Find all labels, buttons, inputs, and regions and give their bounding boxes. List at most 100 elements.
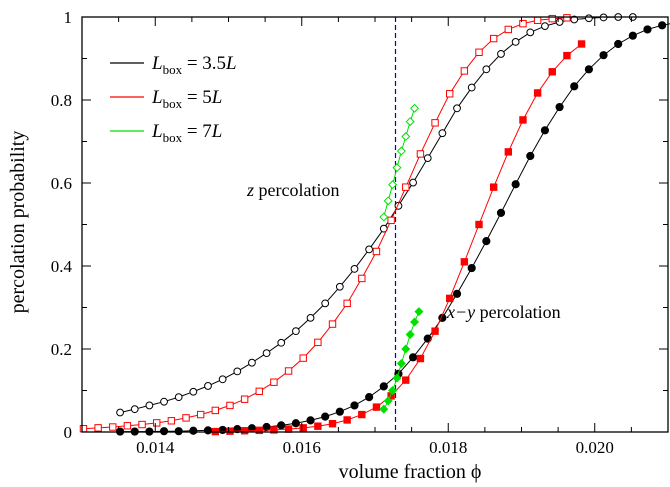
data-point	[563, 14, 571, 22]
data-point	[438, 129, 447, 138]
data-point	[519, 116, 527, 124]
series-line	[83, 17, 567, 430]
series-5	[379, 307, 424, 414]
data-point	[123, 422, 132, 430]
data-point	[526, 28, 535, 37]
series-annotation: x−y percolation	[446, 302, 561, 322]
data-point	[460, 67, 469, 75]
data-point	[328, 420, 337, 428]
data-point	[174, 427, 183, 436]
data-point	[211, 406, 220, 415]
data-point	[270, 426, 278, 434]
data-point	[410, 317, 420, 327]
data-point	[189, 387, 198, 396]
data-point	[511, 180, 520, 189]
data-point	[431, 327, 439, 335]
data-point	[658, 21, 667, 30]
data-point	[358, 274, 366, 283]
data-point	[396, 359, 406, 369]
data-point	[159, 427, 169, 436]
data-point	[240, 427, 249, 435]
data-point	[401, 132, 411, 142]
data-point	[577, 40, 586, 48]
data-point	[226, 427, 234, 435]
data-point	[410, 103, 420, 113]
data-point	[291, 327, 300, 336]
series-0	[116, 13, 637, 417]
data-point	[489, 34, 498, 43]
data-point	[204, 382, 212, 390]
legend: Lbox = 3.5L Lbox = 5L Lbox = 7L	[110, 53, 237, 145]
data-point	[383, 196, 393, 206]
series-3	[115, 21, 670, 436]
data-point	[482, 237, 491, 246]
data-point	[196, 410, 205, 419]
data-point	[167, 417, 176, 425]
legend-entry: Lbox = 3.5L	[151, 53, 237, 77]
data-point	[130, 405, 139, 414]
data-point	[504, 148, 513, 156]
data-point	[379, 404, 389, 414]
data-point	[233, 367, 242, 376]
data-point	[584, 65, 593, 74]
y-axis-ticks: 0 0.2 0.4 0.6 0.8 1	[51, 8, 668, 442]
data-point	[475, 220, 483, 229]
data-point	[160, 397, 168, 406]
data-point	[358, 410, 366, 419]
data-point	[379, 382, 388, 391]
data-point	[299, 424, 307, 432]
data-point	[467, 83, 476, 92]
data-point	[226, 401, 234, 410]
data-point	[372, 247, 381, 256]
series-annotation: z percolation	[246, 180, 339, 200]
data-point	[533, 16, 542, 25]
data-point	[511, 38, 520, 46]
data-point	[284, 425, 293, 433]
y-tick-label: 0.4	[51, 257, 73, 276]
legend-entry: Lbox = 7L	[151, 121, 222, 145]
data-point	[314, 338, 322, 347]
legend-entry: Lbox = 5L	[151, 87, 222, 111]
data-point	[570, 15, 579, 24]
data-point	[248, 358, 256, 367]
data-point	[467, 263, 476, 273]
y-tick-label: 0.8	[51, 91, 72, 110]
data-point	[277, 421, 286, 430]
data-point	[405, 117, 415, 127]
data-point	[372, 403, 381, 411]
data-point	[496, 208, 506, 217]
data-point	[570, 82, 579, 91]
data-point	[614, 39, 623, 49]
data-point	[350, 265, 359, 273]
data-point	[240, 395, 249, 403]
data-point	[321, 299, 330, 308]
data-point	[350, 401, 359, 410]
data-point	[475, 48, 483, 56]
data-point	[460, 258, 469, 266]
data-point	[379, 212, 389, 222]
data-point	[482, 65, 491, 74]
data-point	[540, 126, 550, 135]
data-point	[519, 19, 527, 28]
data-point	[291, 419, 300, 428]
data-point	[262, 349, 271, 358]
data-point	[416, 150, 425, 158]
data-point	[446, 90, 454, 98]
data-point	[409, 178, 417, 187]
data-point	[548, 14, 556, 23]
data-point	[416, 354, 425, 363]
data-point	[533, 89, 542, 97]
data-point	[255, 426, 263, 435]
data-point	[599, 51, 608, 60]
annotations: z percolation x−y percolation	[246, 180, 561, 322]
data-point	[548, 68, 556, 76]
x-axis-ticks: 0.014 0.016 0.018 0.020	[118, 17, 632, 457]
data-point	[541, 22, 549, 31]
data-point	[555, 18, 564, 26]
data-point	[94, 424, 102, 432]
data-point	[277, 338, 286, 347]
data-point	[189, 426, 198, 435]
data-point	[584, 14, 593, 23]
y-axis-title: percolation probability	[7, 131, 29, 314]
